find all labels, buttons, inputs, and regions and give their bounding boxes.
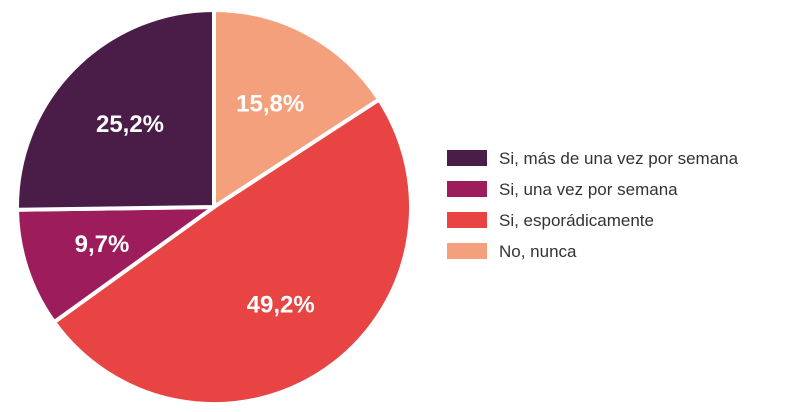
pie-slice bbox=[15, 205, 216, 325]
slice-data-label: 15,8% bbox=[236, 90, 304, 117]
legend-label: Si, una vez por semana bbox=[499, 180, 678, 199]
slice-data-label: 49,2% bbox=[247, 291, 315, 318]
legend: Si, más de una vez por semana Si, una vez… bbox=[447, 149, 739, 261]
slice-data-label: 25,2% bbox=[96, 111, 164, 138]
pie-slice bbox=[15, 8, 216, 212]
pie-data-labels: 15,8% 49,2% 9,7% 25,2% bbox=[75, 90, 315, 318]
legend-swatch bbox=[447, 212, 487, 228]
legend-label: Si, esporádicamente bbox=[499, 211, 654, 230]
slice-data-label: 9,7% bbox=[75, 231, 130, 258]
pie-slices bbox=[15, 8, 414, 407]
legend-swatch bbox=[447, 181, 487, 197]
legend-label: Si, más de una vez por semana bbox=[499, 149, 739, 168]
legend-swatch bbox=[447, 243, 487, 259]
legend-swatch bbox=[447, 150, 487, 166]
legend-label: No, nunca bbox=[499, 242, 577, 261]
pie-slice bbox=[52, 97, 414, 407]
pie-slice bbox=[212, 8, 382, 209]
